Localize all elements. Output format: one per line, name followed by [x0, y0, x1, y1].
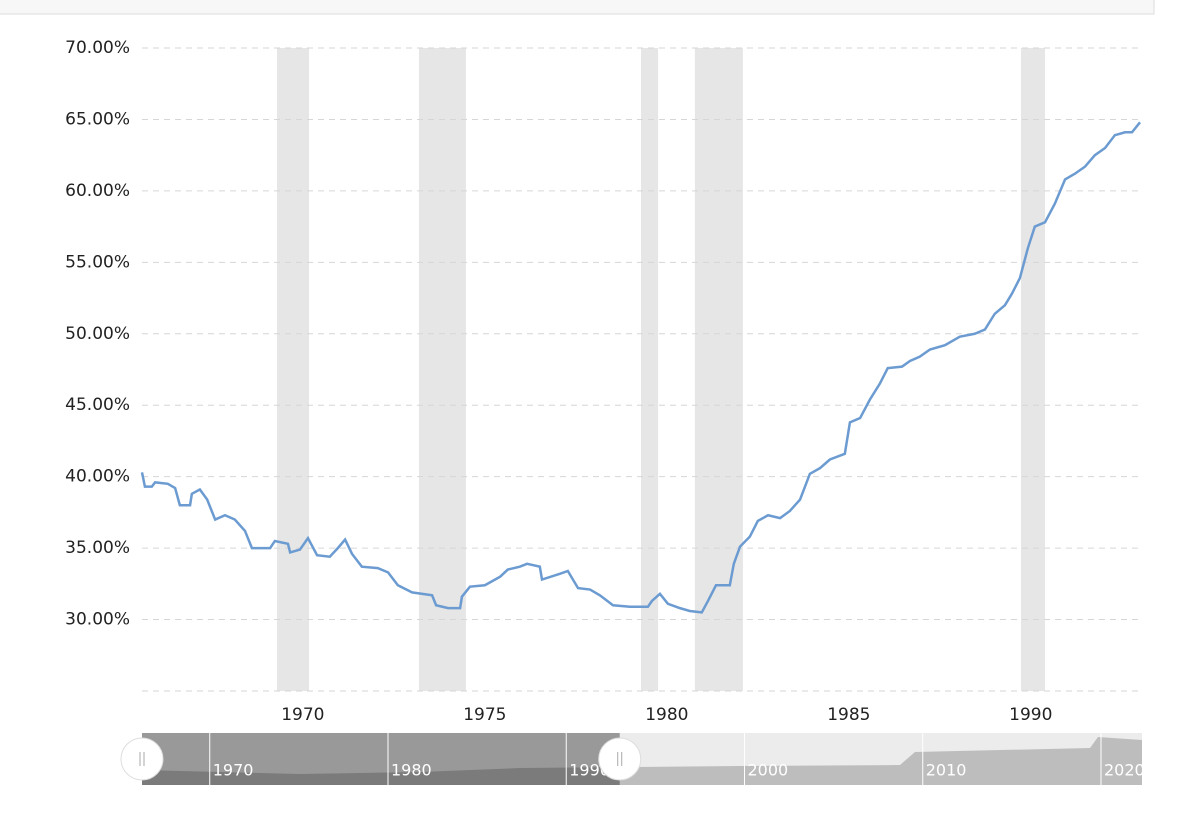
x-tick-label: 1985 — [827, 705, 870, 725]
top-panel — [0, 0, 1155, 15]
x-tick-label: 1975 — [463, 705, 506, 725]
recession-band — [418, 48, 466, 691]
x-tick-label: 1990 — [1009, 705, 1052, 725]
y-tick-label: 60.00% — [65, 181, 130, 201]
navigator-handle[interactable] — [598, 737, 642, 781]
y-tick-label: 70.00% — [65, 38, 130, 58]
x-tick-label: 1980 — [645, 705, 688, 725]
navigator-handle[interactable] — [120, 737, 164, 781]
y-tick-label: 55.00% — [65, 252, 130, 272]
navigator-tick-label: 2020 — [1104, 761, 1145, 780]
handle-circle[interactable] — [598, 737, 642, 781]
navigator-tick-label: 1980 — [391, 761, 432, 780]
navigator-tick-label: 2010 — [926, 761, 967, 780]
recession-band — [277, 48, 310, 691]
y-tick-label: 30.00% — [65, 610, 130, 630]
handle-circle[interactable] — [120, 737, 164, 781]
y-tick-label: 40.00% — [65, 467, 130, 487]
plot-area: 30.00% 35.00% 40.00% 45.00% 50.00% 55.00% 60.0… — [65, 38, 1141, 725]
navigator-tick-label: 1970 — [213, 761, 254, 780]
navigator-series — [142, 737, 1142, 785]
y-tick-label: 50.00% — [65, 324, 130, 344]
y-tick-label: 65.00% — [65, 109, 130, 129]
navigator-selection — [142, 733, 620, 785]
x-tick-label: 1970 — [281, 705, 324, 725]
y-tick-label: 35.00% — [65, 538, 130, 558]
recession-band — [1020, 48, 1046, 691]
recession-band — [641, 48, 659, 691]
y-tick-label: 45.00% — [65, 395, 130, 415]
navigator-tick-label: 2000 — [747, 761, 788, 780]
recession-band — [694, 48, 743, 691]
navigator: 1970 1980 1990 2000 2010 2020 — [120, 733, 1145, 785]
data-line — [140, 121, 1141, 614]
